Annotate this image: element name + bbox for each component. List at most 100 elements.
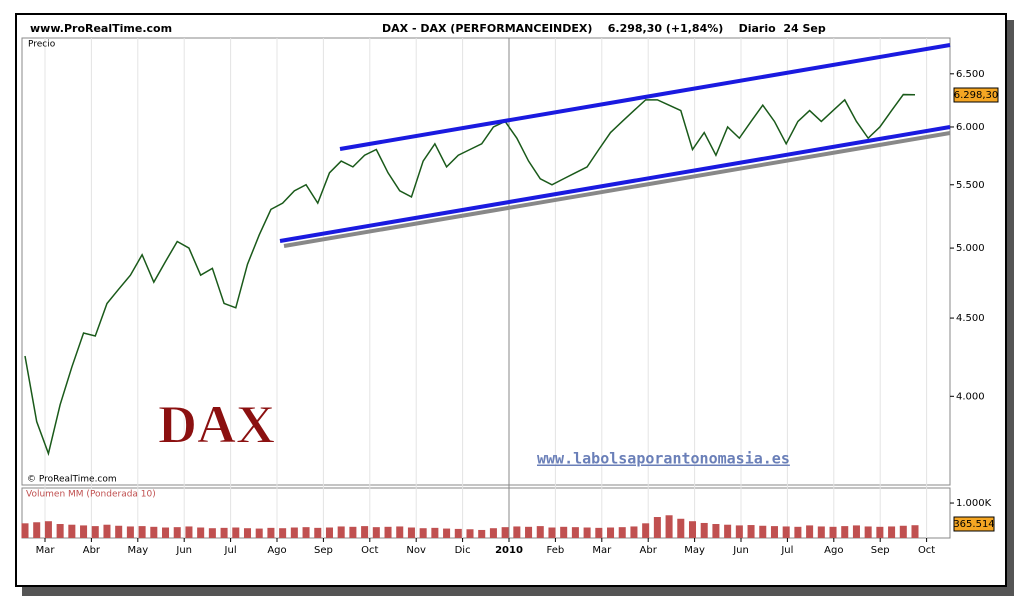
volume-bar [255,528,263,538]
volume-bar [653,517,661,538]
volume-bar [325,527,333,538]
volume-bar [759,525,767,538]
volume-bar [501,527,509,538]
y-tick-label: 6.000 [956,122,985,133]
month-label: Jun [175,545,192,556]
month-label: Feb [547,545,565,556]
month-label: Abr [640,545,658,556]
volume-bar [185,526,193,538]
volume-bar [724,524,732,538]
volume-bar [173,527,181,538]
volume-bar [677,518,685,538]
price-panel [21,37,951,486]
volume-bar [583,527,591,538]
volume-bar [150,526,158,538]
y-tick-label: 1.000K [956,498,992,509]
month-label: Jul [224,545,237,556]
month-label: May [684,545,705,556]
volume-bar [735,525,743,538]
month-label: May [127,545,148,556]
volume-label: Volumen MM (Ponderada 10) [26,490,156,500]
volume-bar [279,528,287,538]
y-tick-label: 4.000 [956,391,985,402]
volume-bar [770,526,778,538]
volume-bar [267,527,275,538]
volume-bar [396,526,404,538]
volume-bar [618,527,626,538]
month-label: Oct [361,545,378,556]
volume-bar [91,526,99,538]
volume-bar [747,525,755,538]
volume-bar [513,526,521,538]
volume-bar [115,525,123,538]
volume-bar [349,526,357,538]
month-label: Dic [455,545,471,556]
month-label: Nov [406,545,426,556]
volume-bar [419,528,427,538]
volume-bar [302,527,310,538]
volume-bar [560,526,568,538]
volume-bar [525,526,533,538]
volume-bar [361,526,369,538]
volume-bar [80,525,88,538]
volume-bar [103,524,111,538]
volume-bar [220,527,228,538]
last-price-box [953,87,999,103]
volume-bar [607,527,615,538]
watermark: DAX [158,394,275,454]
volume-bar [478,529,486,538]
volume-bar [466,529,474,538]
volume-bar [911,525,919,538]
price-label: Precio [28,40,56,50]
month-label: Jun [732,545,749,556]
y-tick-label: 5.500 [956,180,985,191]
credit: © ProRealTime.com [27,475,117,485]
volume-bar [443,528,451,538]
volume-bar [407,527,415,538]
volume-bar [337,526,345,538]
volume-bar [126,526,134,538]
y-tick-label: 6.500 [956,69,985,80]
volume-bar [571,527,579,538]
volume-bar [232,527,240,538]
last-volume-box [953,516,995,532]
month-label: Ago [824,545,843,556]
volume-bar [68,524,76,538]
volume-bar [688,521,697,538]
volume-bar [454,528,462,538]
volume-bar [384,526,392,538]
volume-bar [162,527,170,538]
volume-bar [642,523,650,538]
volume-bar [864,526,872,538]
volume-bar [817,526,825,538]
volume-bar [876,526,884,538]
volume-bar [712,524,720,538]
month-label: 2010 [495,545,523,556]
volume-bar [314,527,322,538]
volume-bar [56,524,64,538]
support-gray [283,131,951,248]
volume-bar [700,522,708,538]
month-label: Sep [871,545,890,556]
price-line [24,93,916,457]
volume-bar [852,525,860,538]
volume-bar [595,527,603,538]
link[interactable]: www.labolsaporantonomasia.es [537,450,790,468]
last-price: 6.298,30 [954,90,999,101]
volume-bar [548,527,556,538]
y-tick-label: 4.500 [956,313,985,324]
month-label: Mar [36,545,56,556]
volume-bar [806,525,814,538]
volume-bar [197,527,205,538]
volume-bar [899,525,907,538]
month-label: Oct [918,545,935,556]
volume-bar [782,526,790,538]
volume-bar [665,515,673,538]
y-tick-label: 5.000 [956,243,985,254]
site: www.ProRealTime.com [30,22,172,35]
volume-bar [794,526,802,538]
volume-bar [372,527,380,538]
volume-bar [630,526,638,538]
volume-bar [290,527,298,538]
